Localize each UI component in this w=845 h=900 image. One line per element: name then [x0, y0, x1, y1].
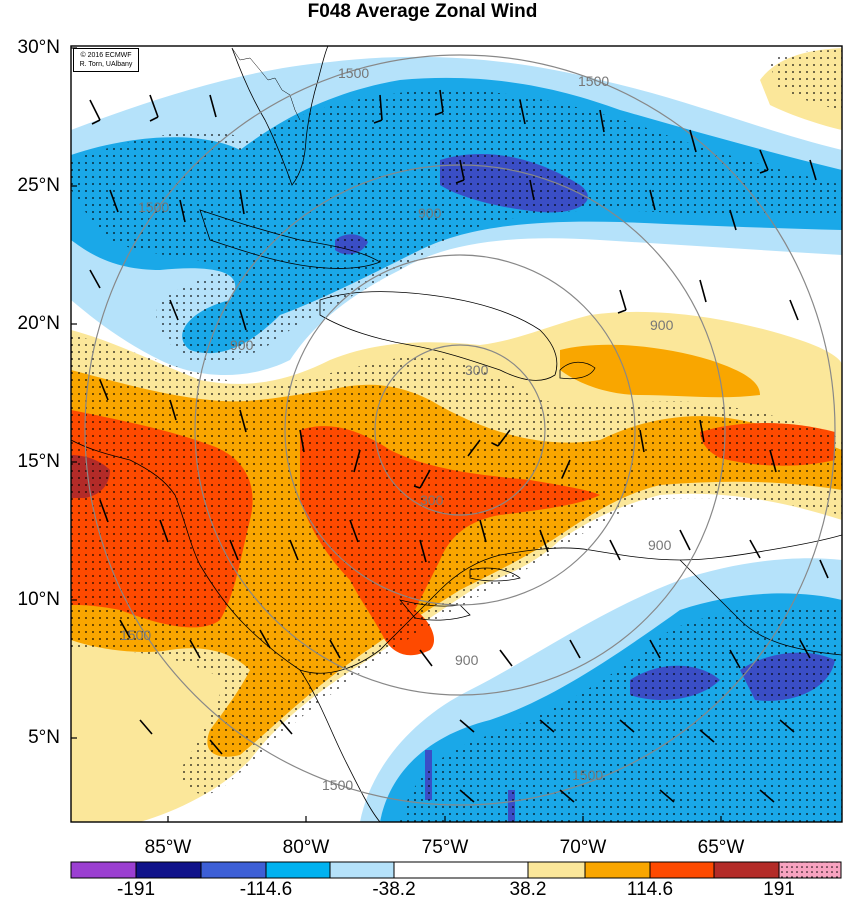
contour-label: 900 — [650, 317, 674, 333]
contour-label: 1500 — [572, 767, 603, 783]
contour-label: 1500 — [578, 73, 609, 89]
lat-label: 20°N — [17, 313, 60, 334]
colorbar — [70, 861, 842, 879]
map-frame — [70, 45, 843, 823]
map-area: 1500 1500 1500 900 900 900 300 300 900 1… — [71, 46, 842, 822]
stippled-regions — [71, 50, 842, 822]
contour-label: 1500 — [120, 627, 151, 643]
contour-label: 300 — [420, 492, 444, 508]
lat-label: 15°N — [17, 451, 60, 472]
credit-line: R. Torn, UAlbany — [79, 61, 133, 68]
lon-label: 80°W — [282, 837, 330, 858]
colorbar-label: 38.2 — [509, 879, 547, 900]
coastlines — [71, 46, 842, 822]
contour-label: 900 — [418, 205, 442, 221]
lon-label: 75°W — [421, 837, 469, 858]
lon-label: 85°W — [144, 837, 192, 858]
map-title: F048 Average Zonal Wind — [307, 1, 538, 22]
lat-label: 5°N — [28, 727, 60, 748]
colorbar-label: 191 — [763, 879, 795, 900]
colorbar-label: -38.2 — [372, 879, 416, 900]
contour-label: 1500 — [322, 777, 353, 793]
range-rings — [84, 54, 836, 806]
credit-line: © 2016 ECMWF — [80, 52, 132, 59]
colorbar-label: -114.6 — [239, 879, 293, 900]
lat-label: 30°N — [17, 37, 60, 58]
wind-barbs — [89, 89, 829, 803]
lon-label: 65°W — [697, 837, 745, 858]
contour-label: 300 — [465, 362, 489, 378]
contour-label: 1500 — [138, 199, 169, 215]
contour-label: 900 — [230, 337, 254, 353]
contour-label: 900 — [648, 537, 672, 553]
contour-label: 1500 — [338, 65, 369, 81]
lat-label: 25°N — [17, 175, 60, 196]
colorbar-label: -191 — [116, 879, 156, 900]
contour-label: 900 — [455, 652, 479, 668]
credit-box: © 2016 ECMWF R. Torn, UAlbany — [73, 48, 139, 72]
contour-labels: 1500 1500 1500 900 900 900 300 300 900 1… — [120, 65, 674, 793]
axis-ticks — [71, 47, 722, 822]
lat-label: 10°N — [17, 589, 60, 610]
lon-label: 70°W — [559, 837, 607, 858]
colorbar-label: 114.6 — [626, 879, 674, 900]
